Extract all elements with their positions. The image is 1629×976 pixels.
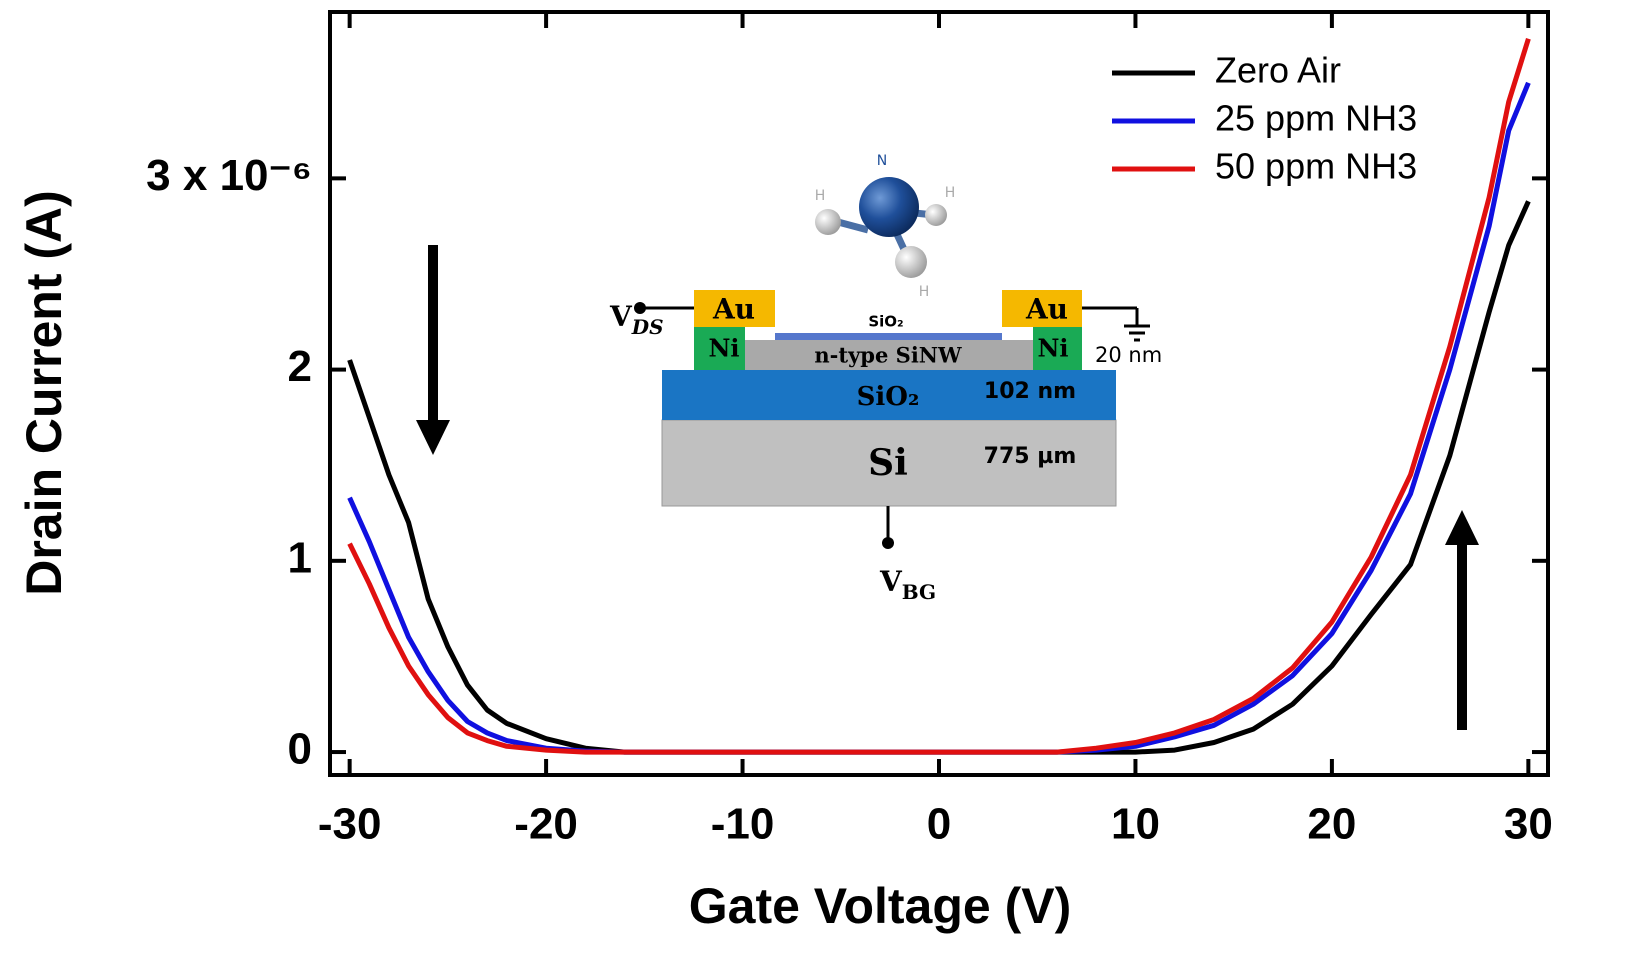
layer-label: Ni (708, 334, 739, 363)
thickness-label: 102 nm (984, 379, 1076, 404)
terminal-label: V (879, 565, 903, 598)
terminal-label: VBG (879, 565, 936, 604)
layer-label: n-type SiNW (814, 343, 962, 368)
layer-label: Si (868, 442, 908, 484)
y-axis-label: Drain Current (A) (16, 190, 72, 596)
terminal-label: V (609, 300, 633, 333)
chart: Gate Voltage (V) Drain Current (A) N H H… (0, 0, 1629, 976)
legend-label: Zero Air (1215, 50, 1341, 91)
atom-h (925, 204, 947, 226)
atom-label: H (945, 185, 956, 201)
atom-n (859, 177, 919, 237)
x-tick-label: 10 (1111, 800, 1160, 849)
x-axis-label: Gate Voltage (V) (689, 878, 1071, 934)
x-tick-label: 20 (1307, 800, 1356, 849)
x-tick-label: -20 (514, 800, 578, 849)
layer-label: SiO₂ (868, 313, 903, 331)
y-tick-label: 0 (288, 725, 312, 774)
atom-label: H (815, 188, 826, 204)
x-tick-label: 0 (927, 800, 951, 849)
x-tick-label: -10 (711, 800, 775, 849)
thickness-label: 20 nm (1095, 343, 1162, 367)
x-tick-label: -30 (318, 800, 382, 849)
y-tick-label: 2 (288, 342, 312, 391)
y-tick-label: 3 x 10⁻⁶ (146, 151, 312, 200)
layer-label: SiO₂ (857, 382, 920, 412)
device-diagram: N H H H VDS Au Au SiO₂ Ni Ni n-type SiNW… (609, 153, 1162, 604)
y-tick-label: 1 (288, 533, 312, 582)
atom-h (815, 209, 841, 235)
layer-label: Au (712, 293, 755, 326)
arrow-up (1445, 510, 1479, 730)
terminal-subscript: DS (631, 315, 664, 339)
atom-label: H (919, 284, 930, 300)
atom-label: N (877, 153, 887, 169)
layer-label: Ni (1037, 334, 1068, 363)
thickness-label: 775 µm (984, 444, 1077, 469)
legend-label: 25 ppm NH3 (1215, 98, 1417, 139)
legend-label: 50 ppm NH3 (1215, 146, 1417, 187)
terminal-subscript: BG (902, 580, 936, 604)
x-tick-label: 30 (1504, 800, 1553, 849)
layer-label: Au (1025, 293, 1068, 326)
arrow-down (416, 245, 450, 455)
atom-h (895, 246, 927, 278)
